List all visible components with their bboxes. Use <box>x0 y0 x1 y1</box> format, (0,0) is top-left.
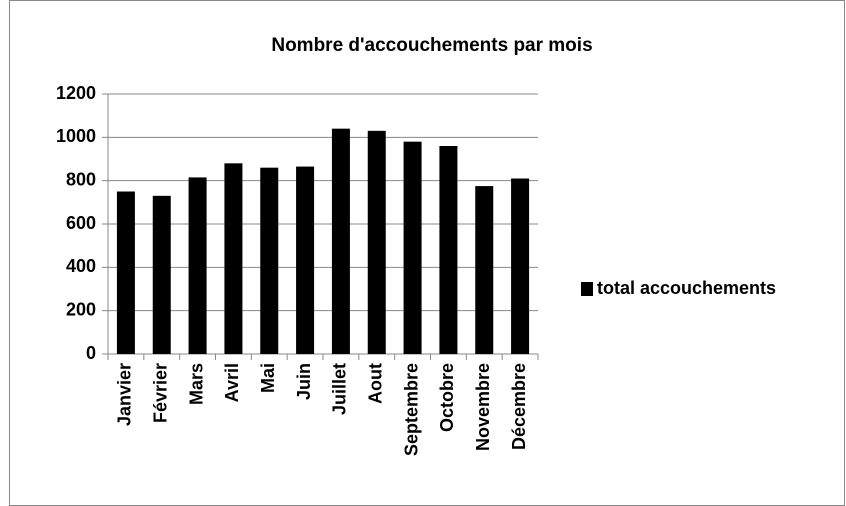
legend-swatch <box>581 282 593 296</box>
bar <box>188 177 207 354</box>
x-tick-label: Novembre <box>473 363 493 451</box>
bar <box>511 178 530 354</box>
x-tick-label: Mai <box>258 363 278 393</box>
bar <box>296 166 315 354</box>
y-tick-label: 0 <box>86 343 96 363</box>
bar <box>439 146 458 354</box>
x-tick-label: Septembre <box>401 363 421 456</box>
y-tick-label: 400 <box>66 256 96 276</box>
x-tick-label: Octobre <box>437 363 457 432</box>
bar <box>331 128 350 354</box>
x-tick-label: Avril <box>222 363 242 402</box>
x-tick-label: Décembre <box>509 363 529 450</box>
bar <box>367 130 386 354</box>
y-tick-label: 600 <box>66 213 96 233</box>
bar <box>475 186 494 354</box>
y-tick-label: 1200 <box>56 83 96 103</box>
bar <box>403 141 422 354</box>
x-tick-label: Aout <box>366 363 386 404</box>
legend-label: total accouchements <box>597 278 776 298</box>
x-tick-label: Mars <box>186 363 206 405</box>
y-tick-label: 200 <box>66 299 96 319</box>
bar <box>116 191 135 354</box>
y-tick-label: 1000 <box>56 126 96 146</box>
x-tick-label: Juin <box>294 363 314 400</box>
chart-title: Nombre d'accouchements par mois <box>271 35 592 56</box>
bar <box>152 195 171 354</box>
bar <box>224 163 243 354</box>
chart-border <box>9 0 845 506</box>
y-tick-label: 800 <box>66 169 96 189</box>
x-tick-label: Janvier <box>115 363 135 426</box>
bar <box>260 167 279 354</box>
x-tick-label: Février <box>151 363 171 423</box>
x-tick-label: Juillet <box>330 363 350 415</box>
